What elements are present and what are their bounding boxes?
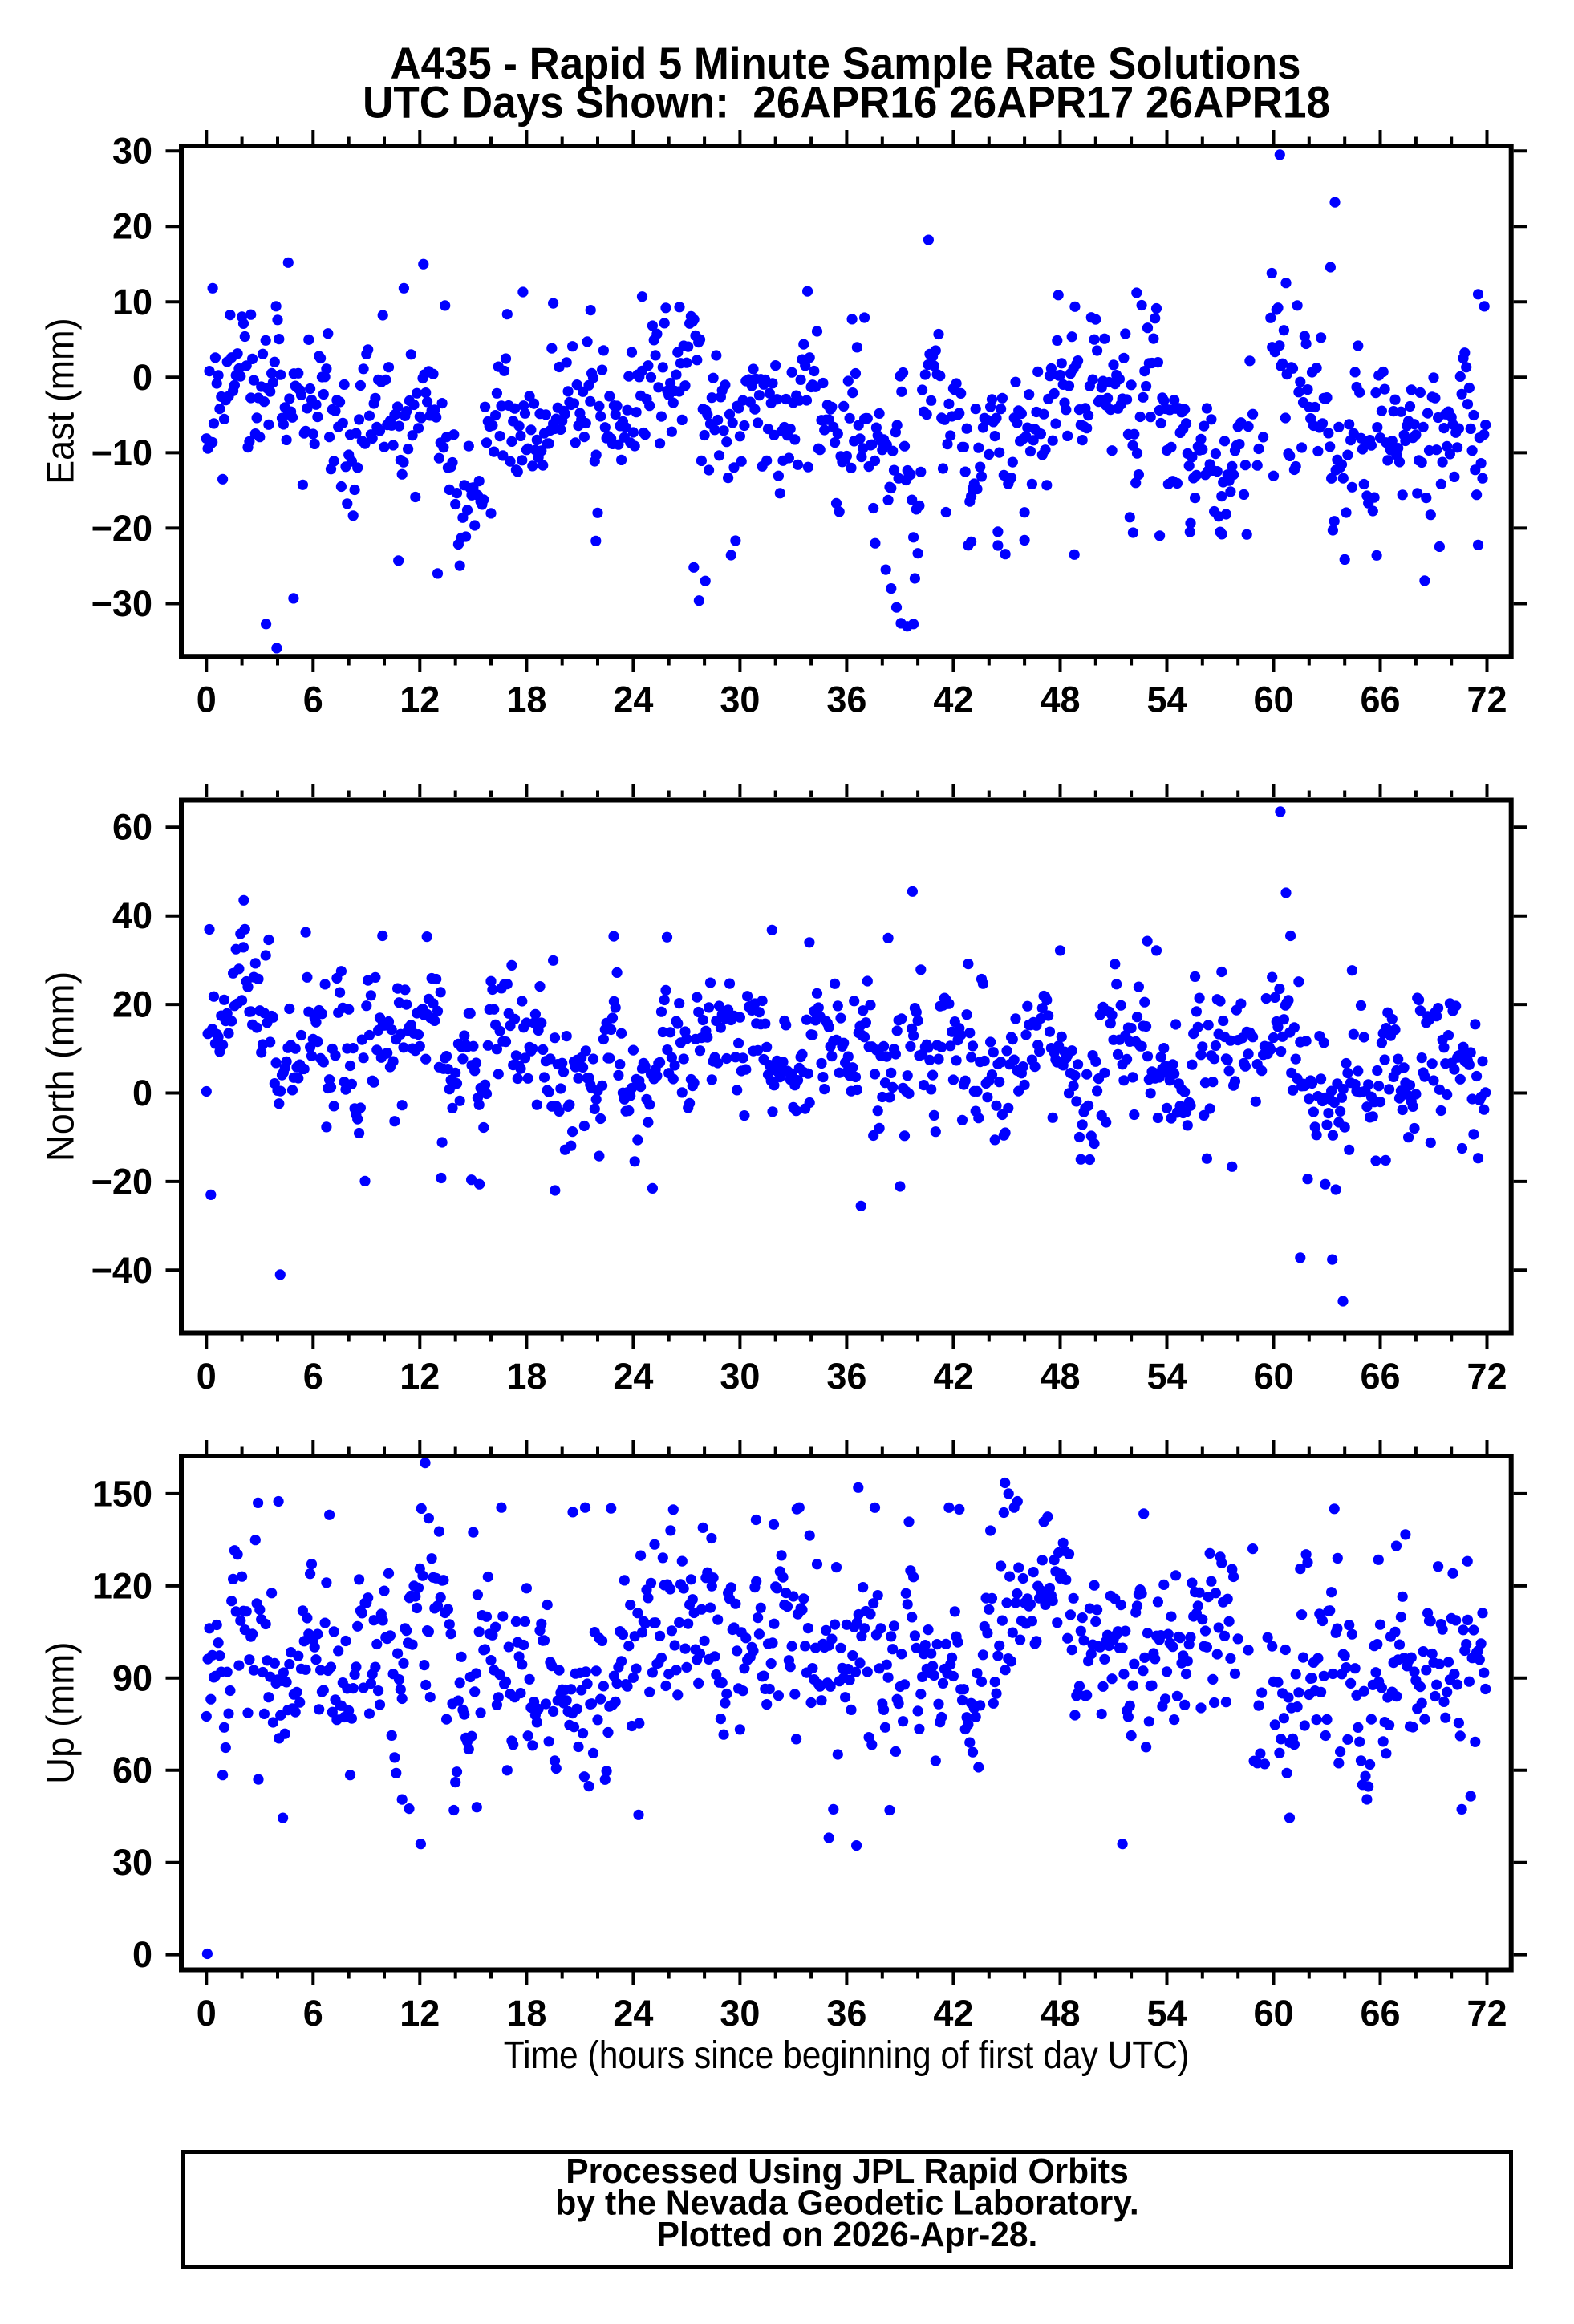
svg-text:90: 90	[112, 1657, 152, 1698]
svg-text:−10: −10	[91, 432, 152, 473]
svg-text:24: 24	[613, 679, 653, 720]
svg-text:Time (hours since beginning of: Time (hours since beginning of first day…	[504, 2034, 1190, 2077]
svg-text:North (mm): North (mm)	[40, 971, 83, 1162]
svg-text:36: 36	[826, 1356, 866, 1397]
svg-text:18: 18	[506, 1356, 546, 1397]
svg-text:0: 0	[132, 1934, 152, 1975]
svg-text:30: 30	[720, 1356, 760, 1397]
svg-text:48: 48	[1040, 1356, 1080, 1397]
svg-text:UTC Days Shown: 26APR16 26APR: UTC Days Shown: 26APR16 26APR17 26APR18	[363, 77, 1330, 128]
svg-text:East (mm): East (mm)	[40, 318, 83, 484]
svg-text:6: 6	[303, 679, 323, 720]
svg-text:60: 60	[1253, 679, 1293, 720]
svg-text:12: 12	[400, 679, 440, 720]
svg-text:10: 10	[112, 282, 152, 322]
svg-text:30: 30	[720, 1993, 760, 2034]
svg-text:54: 54	[1146, 1356, 1187, 1397]
svg-text:0: 0	[197, 1356, 217, 1397]
svg-text:36: 36	[826, 679, 866, 720]
svg-text:48: 48	[1040, 1993, 1080, 2034]
svg-text:54: 54	[1146, 679, 1187, 720]
svg-text:120: 120	[92, 1565, 152, 1606]
svg-text:30: 30	[112, 1842, 152, 1883]
svg-text:54: 54	[1146, 1993, 1187, 2034]
svg-text:42: 42	[933, 1356, 973, 1397]
svg-text:12: 12	[400, 1356, 440, 1397]
svg-text:18: 18	[506, 1993, 546, 2034]
svg-text:60: 60	[1253, 1356, 1293, 1397]
svg-text:42: 42	[933, 679, 973, 720]
svg-text:0: 0	[132, 357, 152, 398]
svg-text:0: 0	[132, 1073, 152, 1113]
svg-text:Processed Using JPL Rapid Orbi: Processed Using JPL Rapid Orbits	[566, 2152, 1129, 2191]
svg-text:Up (mm): Up (mm)	[40, 1642, 83, 1784]
svg-text:12: 12	[400, 1993, 440, 2034]
svg-text:Plotted on 2026-Apr-28.: Plotted on 2026-Apr-28.	[657, 2215, 1038, 2254]
svg-text:by the Nevada Geodetic Laborat: by the Nevada Geodetic Laboratory.	[555, 2184, 1138, 2223]
svg-text:72: 72	[1466, 679, 1507, 720]
svg-text:A435 - Rapid 5 Minute Sample R: A435 - Rapid 5 Minute Sample Rate Soluti…	[391, 38, 1301, 88]
svg-text:20: 20	[112, 984, 152, 1025]
svg-text:72: 72	[1466, 1356, 1507, 1397]
svg-text:36: 36	[826, 1993, 866, 2034]
svg-text:0: 0	[197, 1993, 217, 2034]
svg-text:66: 66	[1360, 1356, 1400, 1397]
svg-text:66: 66	[1360, 679, 1400, 720]
svg-text:−40: −40	[91, 1250, 152, 1291]
svg-text:42: 42	[933, 1993, 973, 2034]
svg-text:6: 6	[303, 1356, 323, 1397]
svg-text:40: 40	[112, 895, 152, 936]
svg-text:6: 6	[303, 1993, 323, 2034]
svg-text:24: 24	[613, 1356, 653, 1397]
svg-text:20: 20	[112, 206, 152, 247]
svg-text:72: 72	[1466, 1993, 1507, 2034]
svg-text:66: 66	[1360, 1993, 1400, 2034]
svg-text:60: 60	[112, 807, 152, 848]
svg-text:30: 30	[112, 131, 152, 172]
svg-text:48: 48	[1040, 679, 1080, 720]
svg-text:18: 18	[506, 679, 546, 720]
svg-text:60: 60	[1253, 1993, 1293, 2034]
svg-text:24: 24	[613, 1993, 653, 2034]
svg-text:−20: −20	[91, 508, 152, 549]
svg-text:60: 60	[112, 1750, 152, 1791]
svg-text:30: 30	[720, 679, 760, 720]
svg-text:−20: −20	[91, 1161, 152, 1202]
svg-text:150: 150	[92, 1473, 152, 1514]
svg-text:0: 0	[197, 679, 217, 720]
svg-text:−30: −30	[91, 583, 152, 624]
